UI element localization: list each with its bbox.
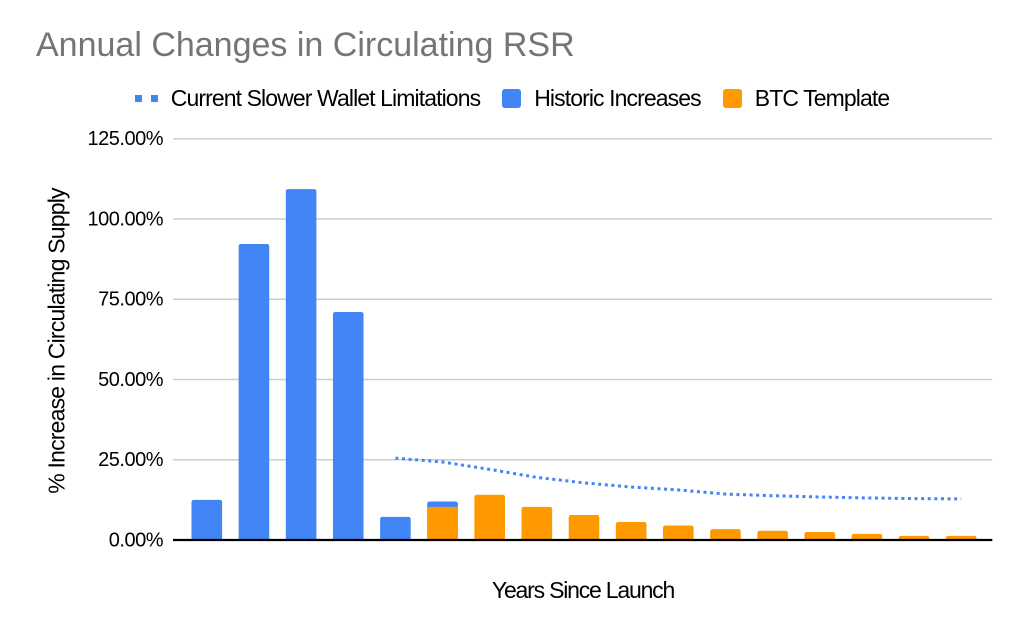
- bar-btc-template-year-8: [521, 506, 553, 540]
- y-tick-label: 25.00%: [98, 449, 164, 471]
- x-axis-title: Years Since Launch: [491, 577, 675, 603]
- legend-label: BTC Template: [754, 84, 890, 111]
- legend-item-historic-increases: Historic Increases: [502, 84, 702, 112]
- chart-title: Annual Changes in Circulating RSR: [36, 26, 575, 64]
- bar-historic-increases-year-3: [285, 189, 317, 541]
- legend-label: Current Slower Wallet Limitations: [170, 84, 481, 111]
- bar-btc-template-year-7: [474, 494, 505, 540]
- bar-btc-template-year-6: [427, 506, 458, 540]
- bar-historic-increases-year-2: [238, 244, 270, 541]
- bar-btc-template-year-12: [710, 529, 741, 540]
- y-tick-label: 0.00%: [109, 530, 164, 552]
- bar-btc-template-year-13: [757, 530, 788, 540]
- bar-historic-increases-year-1: [191, 499, 223, 540]
- dotted-line-legend-marker: [134, 94, 158, 102]
- legend-label: Historic Increases: [534, 84, 701, 111]
- bar-btc-template-year-14: [804, 531, 836, 540]
- y-tick-label: 125.00%: [88, 128, 164, 150]
- y-tick-label: 100.00%: [88, 208, 164, 230]
- bar-historic-increases-year-5: [380, 516, 411, 540]
- bar-btc-template-year-11: [663, 525, 694, 540]
- bar-btc-template-year-9: [568, 514, 600, 540]
- blue-bar-legend-marker: [502, 88, 522, 108]
- orange-bar-legend-marker: [722, 88, 742, 108]
- bar-historic-increases-year-4: [332, 312, 364, 540]
- bar-btc-template-year-15: [851, 533, 883, 540]
- legend-item-btc-template: BTC Template: [722, 84, 890, 112]
- y-tick-label: 50.00%: [98, 369, 164, 391]
- legend-item-current-slower-wallet-limitations: Current Slower Wallet Limitations: [134, 84, 481, 112]
- line-current-slower-wallet-limitations: [395, 456, 962, 501]
- y-tick-label: 75.00%: [98, 289, 164, 311]
- legend: Current Slower Wallet Limitations Histor…: [0, 84, 1024, 112]
- bar-btc-template-year-10: [615, 522, 647, 540]
